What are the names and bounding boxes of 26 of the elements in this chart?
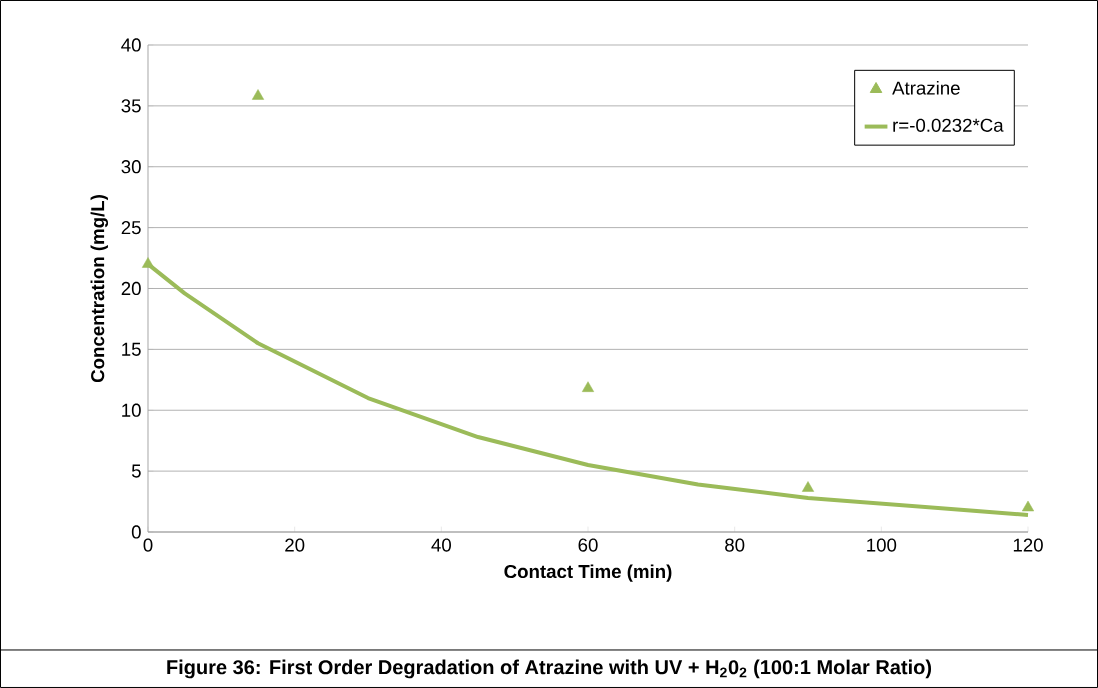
point xyxy=(251,89,265,100)
y-tick-label: 5 xyxy=(131,464,141,478)
point xyxy=(1021,500,1035,512)
point xyxy=(581,381,595,392)
x-tick-label: 80 xyxy=(725,538,745,552)
y-tick-label: 15 xyxy=(122,342,141,356)
y-axis-title: Concentration (mg/L) xyxy=(90,195,109,383)
x-tick-label: 100 xyxy=(867,538,897,552)
legend-label: Atrazine xyxy=(892,80,960,95)
point xyxy=(801,481,815,492)
x-tick-label: 20 xyxy=(285,538,305,552)
x-tick-label: 60 xyxy=(578,538,598,552)
caption: Figure 36: First Order Degradation of Atrazine with UV + H$_{2}$0$_{2}$ (100:1 Molar Ratio) xyxy=(167,659,932,679)
y-tick-label: 10 xyxy=(122,403,141,417)
y-tick-label: 20 xyxy=(121,281,141,296)
y-tick-label: 35 xyxy=(121,99,141,113)
y-tick-label: 0 xyxy=(131,525,141,539)
y-tick-label: 40 xyxy=(121,38,141,52)
point xyxy=(141,257,155,268)
y-tick-label: 30 xyxy=(121,160,141,174)
y-tick-label: 25 xyxy=(121,220,141,235)
legend-label: r=-0.0232*Ca xyxy=(893,118,1004,132)
x-tick-label: 40 xyxy=(431,538,451,552)
x-axis-title: Contact Time (min) xyxy=(504,564,672,582)
x-tick-label: 0 xyxy=(143,538,153,552)
x-tick-label: 120 xyxy=(1013,538,1043,552)
